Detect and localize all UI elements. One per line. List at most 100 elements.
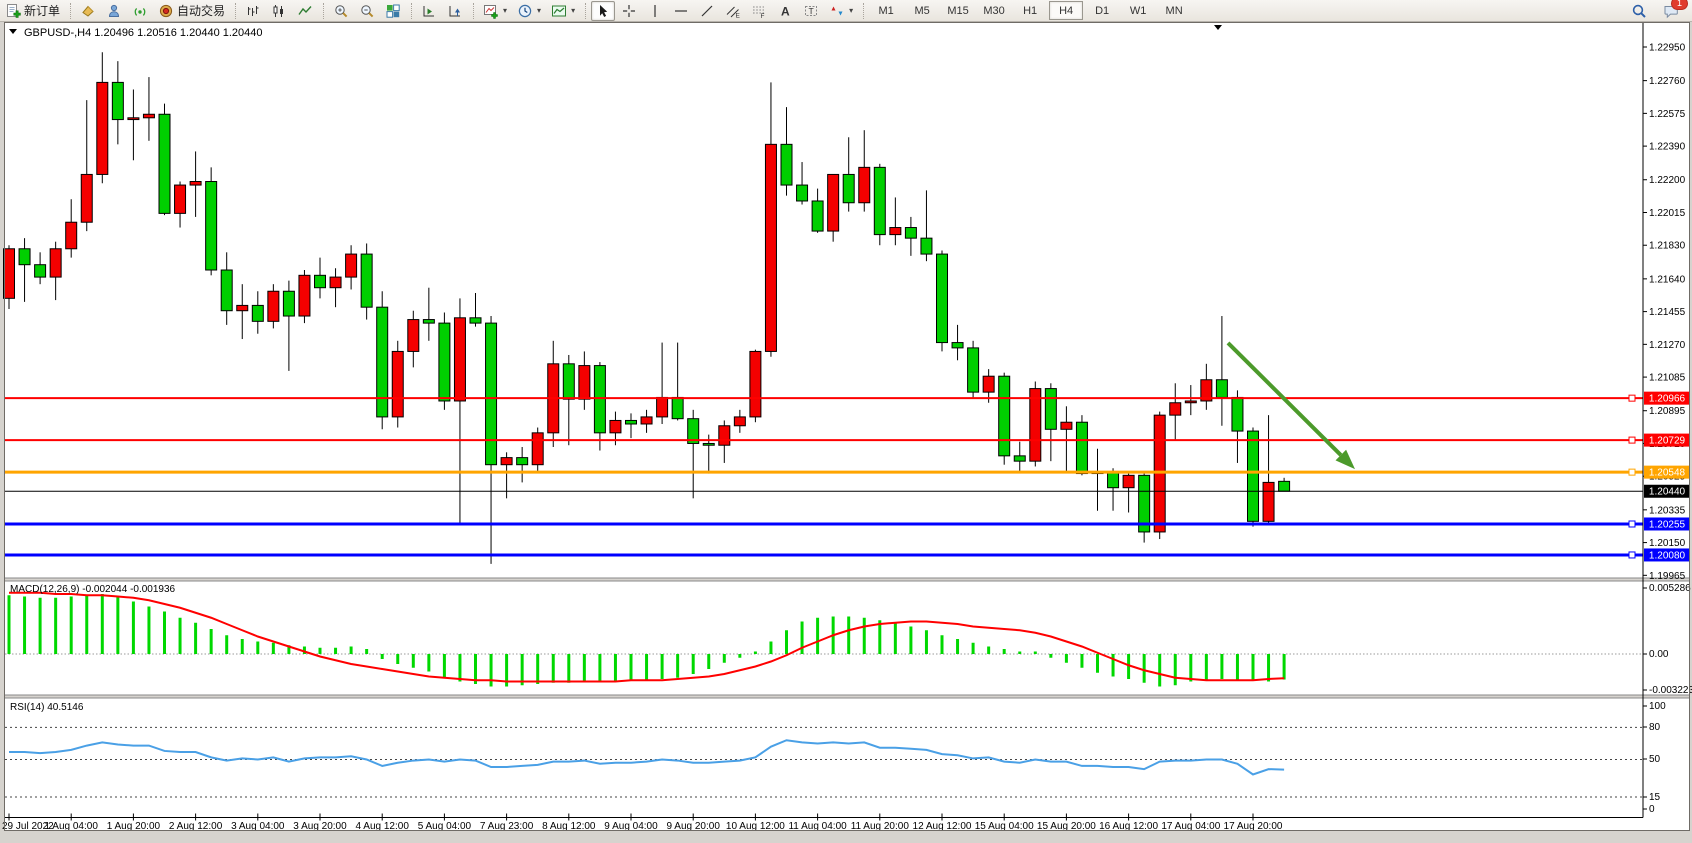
- candle: [780, 143, 793, 186]
- level-line-anchor[interactable]: [1628, 551, 1636, 559]
- candle: [1200, 379, 1213, 402]
- timeframe-mn[interactable]: MN: [1165, 4, 1183, 17]
- line-chart-button[interactable]: [293, 1, 317, 21]
- time-label[interactable]: 5 Aug 04:00: [418, 821, 472, 832]
- time-label[interactable]: 3 Aug 20:00: [293, 821, 347, 832]
- templates-button[interactable]: ▾: [547, 1, 579, 21]
- styles-button[interactable]: [76, 1, 100, 21]
- tile-windows-button[interactable]: [381, 1, 405, 21]
- time-label[interactable]: 10 Aug 12:00: [726, 821, 785, 832]
- trend-arrow-line[interactable]: [1226, 341, 1343, 457]
- time-label[interactable]: 7 Aug 23:00: [480, 821, 534, 832]
- crosshair-button[interactable]: [617, 1, 641, 21]
- chat-button[interactable]: 1: [1659, 0, 1688, 21]
- profiles-button[interactable]: [102, 1, 126, 21]
- rsi-axis-label: 15: [1649, 792, 1661, 803]
- trend-arrow-head[interactable]: [1335, 449, 1355, 470]
- candle: [236, 304, 249, 312]
- time-label[interactable]: 16 Aug 12:00: [1099, 821, 1158, 832]
- time-label[interactable]: 15 Aug 20:00: [1037, 821, 1096, 832]
- timeframe-w1[interactable]: W1: [1129, 4, 1147, 17]
- timeframe-h4[interactable]: H4: [1049, 1, 1084, 20]
- templates-icon: [551, 3, 567, 19]
- fibonacci-button[interactable]: F: [747, 1, 771, 21]
- candle: [1184, 400, 1197, 404]
- line-chart-icon: [297, 3, 313, 19]
- text-icon: A: [777, 3, 793, 19]
- price-tick-label: 1.21270: [1649, 340, 1686, 351]
- time-label[interactable]: 12 Aug 12:00: [913, 821, 972, 832]
- time-label[interactable]: 4 Aug 12:00: [356, 821, 410, 832]
- price-badge-label: 1.20440: [1649, 487, 1686, 498]
- chart-caption-arrow-icon[interactable]: [9, 29, 17, 34]
- search-button[interactable]: [1627, 1, 1651, 21]
- time-label[interactable]: 1 Aug 04:00: [45, 821, 99, 832]
- timeframe-m30[interactable]: M30: [983, 4, 1005, 17]
- time-label[interactable]: 29 Jul 2022: [2, 821, 54, 832]
- chevron-down-icon: ▾: [503, 6, 508, 15]
- level-line-anchor[interactable]: [1628, 436, 1636, 444]
- rsi-plot-area[interactable]: [5, 698, 1643, 817]
- panel-splitter[interactable]: [5, 578, 1689, 581]
- time-label[interactable]: 2 Aug 12:00: [169, 821, 223, 832]
- new-chart-button[interactable]: ▾: [479, 1, 511, 21]
- bars-chart-icon: [245, 3, 261, 19]
- time-label[interactable]: 9 Aug 20:00: [667, 821, 721, 832]
- zoom-out-button[interactable]: [355, 1, 379, 21]
- time-label[interactable]: 17 Aug 04:00: [1161, 821, 1220, 832]
- time-label[interactable]: 1 Aug 20:00: [107, 821, 161, 832]
- new-order-button[interactable]: 新订单: [1, 1, 64, 21]
- candle: [189, 181, 202, 186]
- level-line-anchor[interactable]: [1628, 520, 1636, 528]
- time-label[interactable]: 8 Aug 12:00: [542, 821, 596, 832]
- channel-button[interactable]: E: [721, 1, 745, 21]
- timeframe-m15[interactable]: M15: [947, 4, 969, 17]
- time-label[interactable]: 15 Aug 04:00: [975, 821, 1034, 832]
- candle: [531, 432, 544, 466]
- label-button[interactable]: T: [799, 1, 823, 21]
- channel-icon: E: [725, 3, 741, 19]
- text-button[interactable]: A: [773, 1, 797, 21]
- new-chart-icon: [483, 3, 499, 19]
- auto-scroll-button[interactable]: [417, 1, 441, 21]
- time-label[interactable]: 3 Aug 04:00: [231, 821, 285, 832]
- price-tick-label: 1.22575: [1649, 109, 1686, 120]
- timeframe-d1[interactable]: D1: [1095, 4, 1110, 17]
- time-label[interactable]: 11 Aug 20:00: [851, 821, 910, 832]
- toolbar-separator: [323, 2, 325, 19]
- candle: [920, 237, 933, 255]
- macd-axis-label: 0.00: [1649, 649, 1669, 660]
- time-label[interactable]: 9 Aug 04:00: [604, 821, 658, 832]
- price-badge: [1644, 465, 1690, 479]
- periods-button[interactable]: ▾: [513, 1, 545, 21]
- trendline-button[interactable]: [695, 1, 719, 21]
- arrows-button[interactable]: ▾: [825, 1, 857, 21]
- candle: [438, 322, 451, 402]
- time-label[interactable]: 17 Aug 20:00: [1224, 821, 1283, 832]
- chart-plot-area[interactable]: [5, 23, 1643, 578]
- time-label[interactable]: 11 Aug 04:00: [788, 821, 847, 832]
- timeframe-h1[interactable]: H1: [1023, 4, 1038, 17]
- chart-scroll-marker[interactable]: [1214, 25, 1222, 30]
- hline-button[interactable]: [669, 1, 693, 21]
- cursor-button[interactable]: [591, 0, 616, 21]
- candle-chart-button[interactable]: [267, 1, 291, 21]
- panel-splitter[interactable]: [5, 695, 1689, 698]
- price-badge-label: 1.20548: [1649, 468, 1686, 479]
- timeframe-m1[interactable]: M1: [878, 4, 894, 17]
- chart-shift-button[interactable]: [443, 1, 467, 21]
- candle: [391, 350, 404, 418]
- candle: [220, 269, 233, 312]
- level-line-anchor[interactable]: [1628, 394, 1636, 402]
- level-line-anchor[interactable]: [1628, 468, 1636, 476]
- vline-button[interactable]: [643, 1, 667, 21]
- svg-text:T: T: [809, 6, 814, 16]
- timeframe-m5[interactable]: M5: [914, 4, 930, 17]
- bar-chart-button[interactable]: [241, 1, 265, 21]
- price-tick-label: 1.19965: [1649, 571, 1686, 582]
- zoom-in-button[interactable]: [329, 1, 353, 21]
- signals-button[interactable]: [128, 1, 152, 21]
- autotrade-button[interactable]: 自动交易: [154, 1, 229, 21]
- autotrade-button-label: 自动交易: [177, 4, 226, 18]
